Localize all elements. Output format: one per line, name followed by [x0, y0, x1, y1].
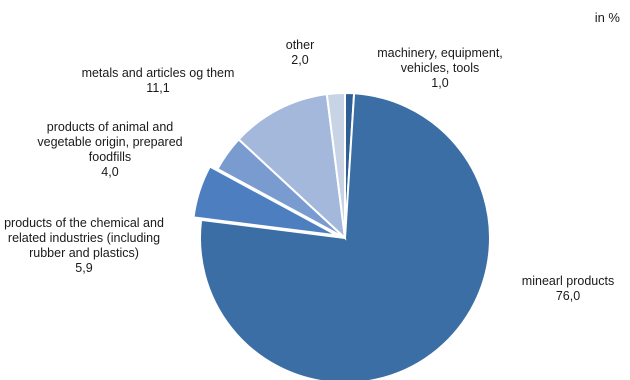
slice-value-label: 76,0	[555, 289, 581, 303]
slice-label-line: related industries (including	[7, 231, 161, 245]
pie-slice-5	[237, 93, 347, 241]
slice-label-line: vehicles, tools	[400, 61, 480, 75]
slice-label-line: machinery, equipment,	[377, 46, 503, 60]
slice-value-label: 1,0	[431, 76, 449, 90]
slice-value-label: 2,0	[291, 53, 309, 67]
pie-slice-3	[192, 165, 338, 237]
slice-label-line: metals and articles og them	[81, 66, 235, 80]
pie-slices	[192, 91, 491, 380]
slice-label-line: other	[285, 38, 315, 52]
slice-label-line: products of animal and	[46, 120, 174, 134]
unit-label: in %	[594, 10, 620, 25]
slice-label-6: other 2,0	[286, 38, 315, 68]
slice-label-line: foodfills	[88, 150, 132, 164]
pie-slice-6	[325, 91, 346, 239]
slice-value-label: 11,1	[146, 81, 170, 95]
slice-label-line: vegetable origin, prepared	[37, 135, 183, 149]
slice-value-label: 4,0	[101, 165, 119, 179]
slice-label-2: minearl products 76,0	[522, 274, 614, 304]
slice-label-1: machinery, equipment, vehicles, tools 1,0	[377, 46, 503, 91]
slice-value-label: 5,9	[75, 261, 93, 275]
slice-label-line: rubber and plastics)	[29, 246, 139, 260]
slice-label-4: products of animal and vegetable origin, …	[37, 120, 182, 180]
slice-label-5: metals and articles og them 11,1	[82, 66, 235, 96]
slice-label-line: products of the chemical and	[4, 216, 164, 230]
pie-slice-2	[199, 92, 491, 380]
slice-label-line: minearl products	[521, 274, 615, 288]
slice-label-3: products of the chemical and related indu…	[4, 216, 164, 276]
